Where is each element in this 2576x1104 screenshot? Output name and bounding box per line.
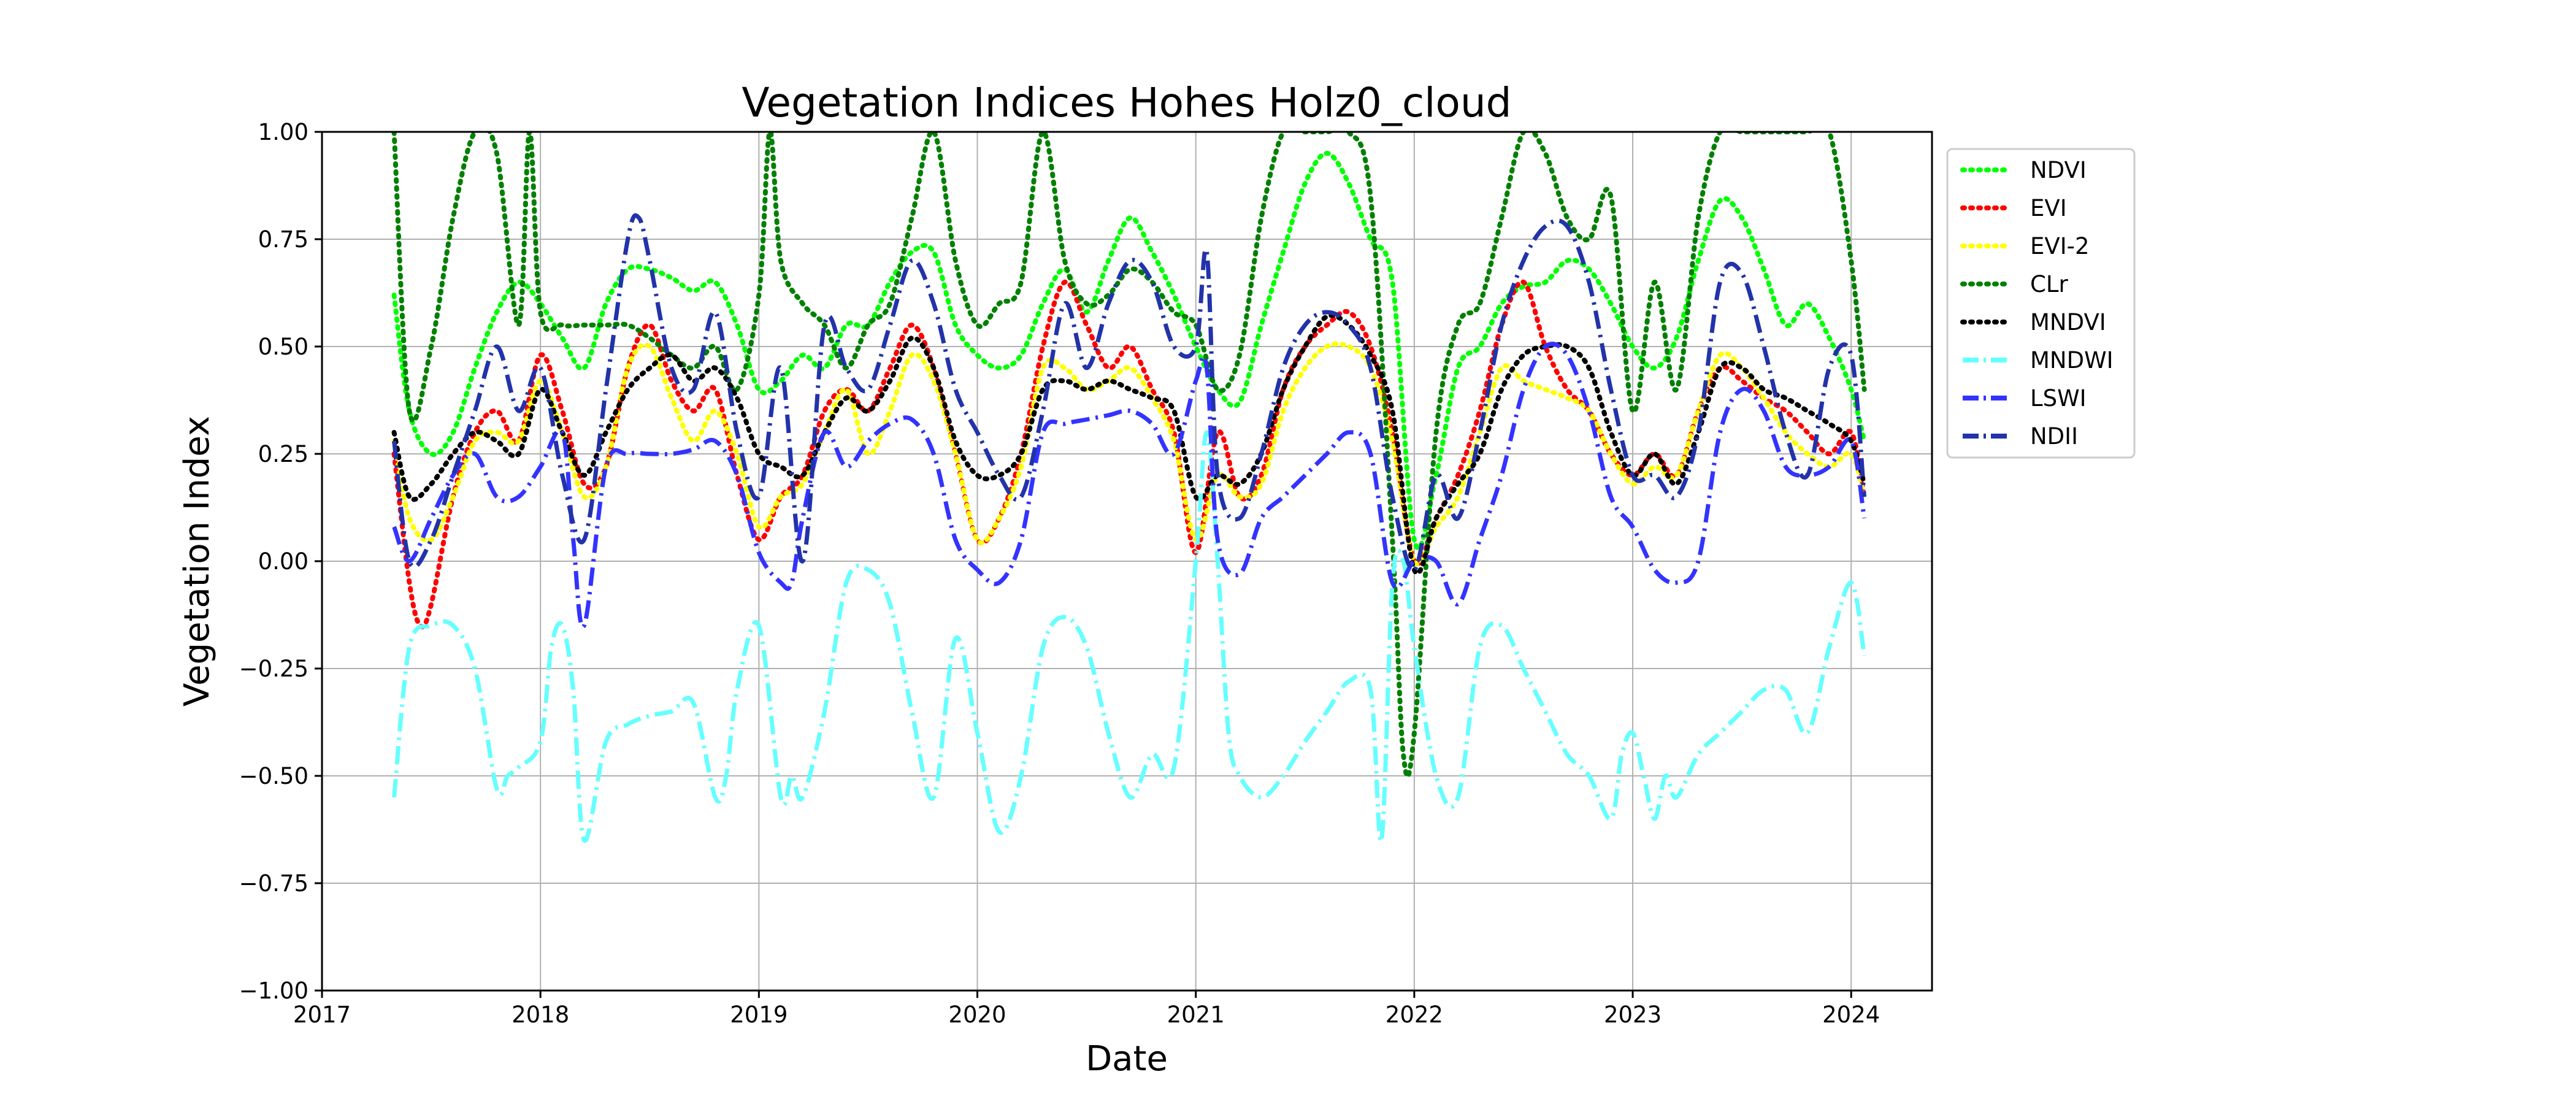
series-line-lswi <box>392 342 1867 629</box>
legend-label-lswi: LSWI <box>2030 385 2087 412</box>
y-tick-label: −0.75 <box>239 870 309 897</box>
legend-label-ndii: NDII <box>2030 423 2078 450</box>
series-line-mndwi <box>392 430 1867 845</box>
legend-label-mndvi: MNDVI <box>2030 309 2106 335</box>
x-axis-title: Date <box>1086 1039 1168 1079</box>
legend-label-clr: CLr <box>2030 271 2068 297</box>
legend-label-ndvi: NDVI <box>2030 157 2087 183</box>
series-layer <box>391 132 1867 845</box>
legend-label-mndwi: MNDWI <box>2030 347 2114 374</box>
y-tick-label: −0.50 <box>239 763 309 789</box>
legend-label-evi: EVI <box>2030 195 2067 221</box>
x-tick-label: 2017 <box>293 1002 351 1028</box>
x-axis-ticks: 2017 2018 2019 2020 2021 2022 2023 2024 <box>293 991 1880 1028</box>
legend-box <box>1946 148 2136 459</box>
y-tick-label: 0.75 <box>258 226 309 253</box>
x-tick-label: 2019 <box>730 1002 788 1028</box>
series-line-clr <box>391 132 1867 779</box>
x-tick-label: 2024 <box>1822 1002 1880 1028</box>
legend: NDVI EVI EVI-2 CLr MNDVI MNDWI LSWI NDII <box>1946 148 2136 459</box>
legend-label-evi-2: EVI-2 <box>2030 233 2090 259</box>
chart-title: Vegetation Indices Hohes Holz0_cloud <box>742 79 1511 126</box>
y-axis-ticks: −1.00 −0.75 −0.50 −0.25 0.00 0.25 0.50 0.75 1.00 <box>239 119 322 1004</box>
y-tick-label: 0.00 <box>258 548 309 575</box>
y-tick-label: 1.00 <box>258 119 309 145</box>
x-tick-label: 2020 <box>948 1002 1006 1028</box>
x-tick-label: 2018 <box>512 1002 569 1028</box>
x-tick-label: 2023 <box>1604 1002 1662 1028</box>
series-line-mndvi <box>391 313 1867 576</box>
y-axis-title: Vegetation Index <box>177 416 217 707</box>
x-tick-label: 2021 <box>1167 1002 1225 1028</box>
y-tick-label: −1.00 <box>239 978 309 1004</box>
series-line-ndii <box>392 213 1867 572</box>
y-tick-label: 0.25 <box>258 441 309 467</box>
y-tick-label: 0.50 <box>258 334 309 360</box>
series-line-ndvi <box>391 150 1867 551</box>
x-tick-label: 2022 <box>1386 1002 1443 1028</box>
y-tick-label: −0.25 <box>239 656 309 682</box>
